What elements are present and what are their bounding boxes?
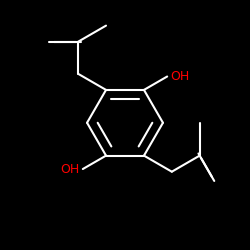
Text: OH: OH [171, 70, 190, 83]
Text: OH: OH [60, 162, 79, 175]
